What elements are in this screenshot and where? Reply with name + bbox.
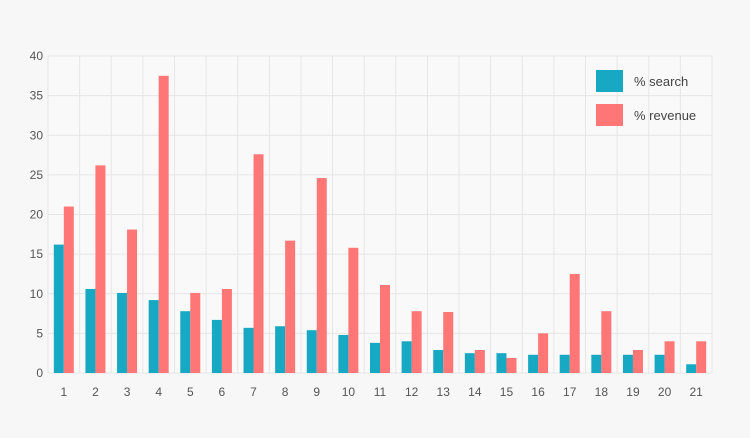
x-tick-label: 19 (626, 385, 640, 399)
bar-search (496, 353, 507, 373)
bar-search (591, 354, 602, 373)
bar-revenue (443, 311, 454, 373)
x-tick-label: 4 (155, 385, 162, 399)
bar-revenue (316, 178, 327, 373)
y-axis-ticks: 0 5 10 15 20 25 30 35 40 (30, 49, 44, 380)
bar-search (53, 244, 64, 373)
bar-revenue (221, 288, 232, 373)
bar-revenue (253, 154, 264, 373)
y-tick-label: 10 (30, 287, 44, 301)
x-tick-label: 13 (437, 385, 451, 399)
bar-revenue (348, 247, 359, 373)
x-tick-label: 3 (124, 385, 131, 399)
bar-search (211, 319, 222, 373)
x-tick-label: 7 (250, 385, 257, 399)
bar-search (433, 350, 444, 373)
bar-search (117, 292, 128, 373)
x-tick-label: 15 (500, 385, 514, 399)
x-tick-label: 16 (531, 385, 545, 399)
bar-revenue (506, 357, 517, 373)
y-tick-label: 0 (36, 366, 43, 380)
x-tick-label: 8 (282, 385, 289, 399)
legend-swatch (596, 70, 623, 92)
bar-revenue (63, 206, 74, 373)
x-tick-label: 10 (342, 385, 356, 399)
bar-search (464, 353, 475, 373)
bar-search (338, 334, 349, 373)
legend: % search % revenue (596, 70, 696, 126)
x-tick-label: 5 (187, 385, 194, 399)
bar-search (370, 342, 380, 373)
x-tick-label: 20 (658, 385, 672, 399)
bar-revenue (696, 341, 707, 373)
bar-search (401, 341, 412, 373)
y-tick-label: 25 (30, 168, 44, 182)
bar-revenue (538, 333, 549, 373)
bar-revenue (380, 285, 390, 373)
x-tick-label: 17 (563, 385, 577, 399)
x-tick-label: 12 (405, 385, 419, 399)
bar-revenue (95, 165, 106, 373)
bar-revenue (474, 350, 485, 373)
y-tick-label: 35 (30, 89, 44, 103)
x-axis-ticks: 1 2 3 4 5 6 7 8 9 10 11 12 13 14 15 16 17 18 19 20 21 (60, 385, 703, 399)
x-tick-label: 21 (690, 385, 704, 399)
x-tick-label: 1 (60, 385, 67, 399)
legend-label: % revenue (634, 108, 696, 123)
bar-search (306, 330, 317, 373)
x-tick-label: 2 (92, 385, 99, 399)
bar-search (528, 354, 539, 373)
y-tick-label: 5 (36, 326, 43, 340)
bar-revenue (285, 240, 296, 373)
y-tick-label: 40 (30, 49, 44, 63)
x-tick-label: 6 (219, 385, 226, 399)
bars (53, 75, 707, 373)
bar-search (275, 326, 286, 373)
bar-revenue (569, 273, 580, 373)
bar-search (686, 364, 697, 373)
x-tick-label: 14 (468, 385, 482, 399)
bar-revenue (158, 75, 169, 373)
bar-search (654, 354, 665, 373)
x-tick-label: 11 (374, 385, 387, 399)
bar-revenue (664, 341, 675, 373)
y-tick-label: 20 (30, 208, 44, 222)
legend-swatch (596, 104, 623, 126)
bar-revenue (190, 292, 201, 373)
y-tick-label: 15 (30, 247, 44, 261)
bar-search (85, 288, 96, 373)
bar-revenue (411, 311, 422, 373)
bar-revenue (601, 311, 612, 373)
bar-search (148, 300, 159, 373)
y-tick-label: 30 (30, 128, 44, 142)
bar-search (180, 311, 191, 373)
x-tick-label: 18 (595, 385, 609, 399)
x-tick-label: 9 (313, 385, 320, 399)
legend-label: % search (634, 74, 688, 89)
bar-search (559, 354, 570, 373)
bar-revenue (127, 229, 138, 373)
bar-search (622, 354, 633, 373)
bar-revenue (632, 350, 643, 373)
bar-search (243, 327, 254, 373)
